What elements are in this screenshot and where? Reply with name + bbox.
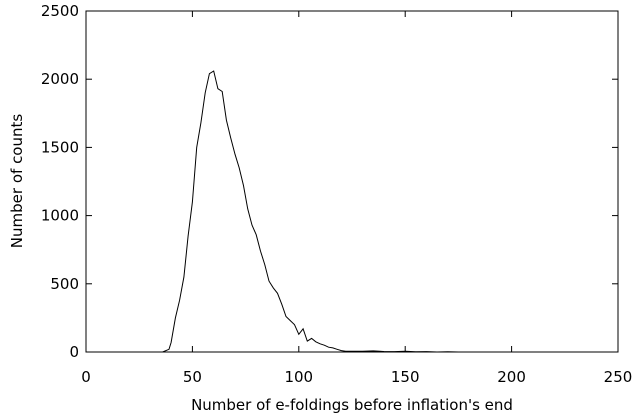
y-tick-label: 2500 — [41, 2, 79, 20]
plot-frame — [85, 10, 619, 353]
y-tick-label: 500 — [50, 275, 79, 293]
x-tick-label: 150 — [391, 368, 420, 386]
y-tick-label: 1500 — [41, 138, 79, 156]
y-axis-ticks: 0 500 1000 1500 2000 2500 — [41, 2, 618, 361]
x-tick-label: 100 — [284, 368, 313, 386]
series-line — [162, 70, 459, 353]
x-tick-label: 200 — [497, 368, 526, 386]
y-tick-label: 1000 — [41, 207, 79, 225]
y-tick-label: 2000 — [41, 70, 79, 88]
x-tick-label: 0 — [81, 368, 91, 386]
x-axis-label: Number of e-foldings before inflation's … — [191, 396, 513, 414]
x-axis-ticks: 0 50 100 150 200 250 — [81, 11, 632, 386]
y-axis-label: Number of counts — [8, 114, 26, 249]
x-tick-label: 50 — [183, 368, 202, 386]
y-tick-label: 0 — [69, 343, 79, 361]
x-tick-label: 250 — [604, 368, 633, 386]
